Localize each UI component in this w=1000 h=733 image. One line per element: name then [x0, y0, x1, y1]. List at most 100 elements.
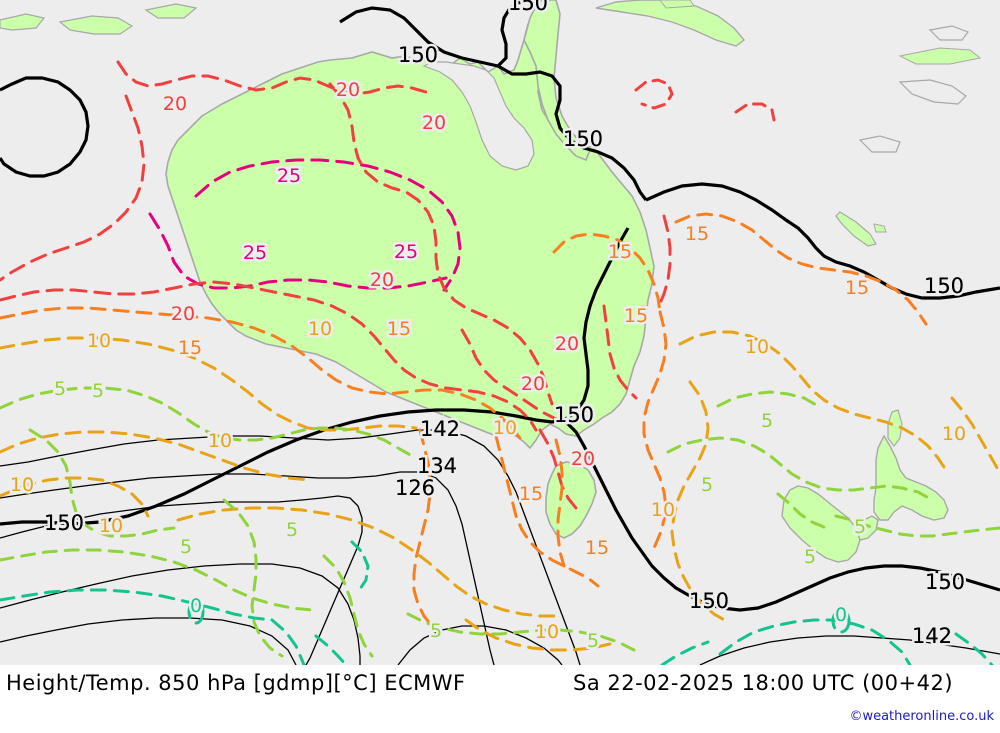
temperature-contour-label: 15	[387, 318, 411, 340]
height-contour-142-se	[699, 635, 1000, 665]
temperature-contour-label: 10	[208, 430, 232, 452]
temperature-contour-label: 20	[370, 269, 394, 291]
height-contour-150-north-east	[497, 64, 648, 201]
temperature-contour-label: 5	[180, 536, 192, 558]
temperature-contour-label: 20	[571, 448, 595, 470]
temperature-contour-label-halo: 5	[54, 378, 66, 400]
temperature-contour-label-halo: 20	[422, 112, 446, 134]
temperature-contour-label: 10	[745, 336, 769, 358]
height-contour-label-halo: 150	[689, 589, 729, 613]
temperature-contour-label: 10	[87, 330, 111, 352]
temperature-contour-label: 5	[430, 620, 442, 642]
height-contour-label: 150	[689, 589, 729, 613]
height-contour-label: 150	[563, 127, 603, 151]
temperature-contour-label-halo: 10	[493, 417, 517, 439]
temperature-contour-label-halo: 10	[208, 430, 232, 452]
landmass-layer	[0, 0, 982, 563]
temperature-contour-label: 20	[521, 373, 545, 395]
height-contour-label-halo: 142	[912, 624, 952, 648]
height-contour-126	[0, 495, 363, 665]
temperature-contour-label-halo: 20	[571, 448, 595, 470]
temperature-contour-label-halo: 25	[277, 165, 301, 187]
height-contour-142	[0, 429, 581, 665]
temperature-contour-label-halo: 0	[835, 604, 847, 626]
temperature-contour-label-halo: 20	[336, 79, 360, 101]
temperature-contour-label: 5	[701, 474, 713, 496]
height-contour-label-halo: 150	[508, 0, 548, 15]
height-contour-label-halo: 142	[420, 417, 460, 441]
temperature-contour-label-halo: 15	[585, 537, 609, 559]
temperature-contour-label: 25	[277, 165, 301, 187]
temperature-contour-label-halo: 25	[394, 241, 418, 263]
temperature-contour-label-halo: 15	[685, 223, 709, 245]
temperature-contour-label: 10	[99, 515, 123, 537]
height-contour-150-far-east	[645, 182, 1000, 300]
land-new-caledonia	[835, 211, 877, 247]
temperature-contour-label: 0	[190, 595, 202, 617]
temperature-contour-label: 0	[835, 604, 847, 626]
temperature-contour-label: 15	[608, 241, 632, 263]
temperature-contour-label-halo: 20	[521, 373, 545, 395]
temperature-contour-label: 15	[178, 337, 202, 359]
land-island-small-1	[0, 13, 46, 31]
temperature-contour-label: 15	[624, 305, 648, 327]
height-contour-134	[0, 471, 495, 665]
land-island-small-5	[898, 47, 982, 65]
height-contour-150-south-east	[564, 420, 1000, 612]
valid-datetime: Sa 22-02-2025 18:00 UTC (00+42)	[573, 671, 954, 695]
temperature-contour-label: 25	[394, 241, 418, 263]
height-contour-label-halo: 150	[398, 43, 438, 67]
temperature-contour-label-halo: 15	[608, 241, 632, 263]
height-contour-label: 134	[417, 454, 457, 478]
temperature-contour-label-halo: 5	[180, 536, 192, 558]
temp-contour-10	[0, 330, 1000, 652]
map-canvas[interactable]: 150 150 150 150 150 150 150 150 150 150 150 150 150 1…	[0, 0, 1000, 665]
temperature-contour-label-halo: 10	[99, 515, 123, 537]
height-contour-label-halo: 150	[554, 403, 594, 427]
temperature-contour-label-halo: 15	[845, 277, 869, 299]
temperature-contour-label: 5	[804, 546, 816, 568]
height-contour-label: 150	[925, 570, 965, 594]
height-contour-layer	[0, 0, 1000, 665]
temperature-contour-label-halo: 5	[587, 630, 599, 652]
land-new-guinea	[595, 0, 746, 47]
temperature-contour-label-halo: 10	[10, 474, 34, 496]
temperature-contour-label: 25	[243, 242, 267, 264]
temperature-contour-label: 20	[555, 333, 579, 355]
height-contour-label-halo: 150	[44, 511, 84, 535]
temp-contour-20	[0, 60, 672, 510]
temperature-contour-label: 15	[585, 537, 609, 559]
temperature-contour-label: 5	[54, 378, 66, 400]
height-contour-labels: 1501501501501501501501501501501501501501…	[41, 0, 967, 651]
temperature-contour-label-halo: 10	[87, 330, 111, 352]
height-contour-label: 150	[398, 43, 438, 67]
height-contour-thin-sw-2	[0, 617, 297, 665]
height-contour-label: 150	[924, 274, 964, 298]
temperature-contour-label-halo: 10	[745, 336, 769, 358]
height-contour-label-halo: 150	[924, 274, 964, 298]
height-contour-label-halo: 134	[417, 454, 457, 478]
copyright-watermark: ©weatheronline.co.uk	[849, 709, 994, 724]
temperature-contour-label: 15	[845, 277, 869, 299]
land-australia	[165, 12, 655, 450]
temperature-contour-label: 5	[854, 516, 866, 538]
temperature-contour-label: 10	[308, 318, 332, 340]
temperature-contour-label-halo: 10	[942, 423, 966, 445]
temperature-contour-label: 5	[92, 380, 104, 402]
temperature-contour-label: 5	[286, 519, 298, 541]
height-contour-label-halo: 150	[563, 127, 603, 151]
temperature-contour-label-halo: 5	[804, 546, 816, 568]
temp-contour-0	[0, 588, 994, 665]
height-contour-label: 126	[395, 476, 435, 500]
temperature-contour-label-halo: 20	[555, 333, 579, 355]
temperature-contour-label-halo: 5	[761, 410, 773, 432]
temperature-contour-label-halo: 10	[651, 499, 675, 521]
temperature-contour-label: 20	[171, 303, 195, 325]
height-contour-label: 150	[44, 511, 84, 535]
height-contour-label: 150	[554, 403, 594, 427]
land-island-small-4	[659, 0, 695, 9]
land-island-small-3	[873, 223, 887, 233]
height-contour-thin-s-3	[397, 625, 563, 665]
